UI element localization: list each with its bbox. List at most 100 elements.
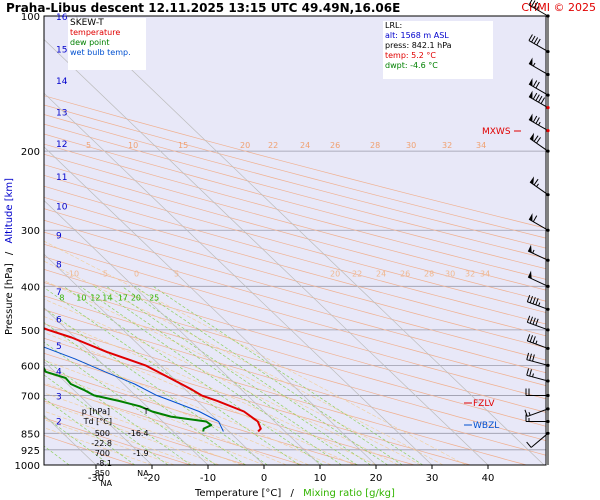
- x-axis-label-mixing-ratio: Mixing ratio [g/kg]: [303, 488, 395, 499]
- moist-adiabat-label: 28: [424, 269, 434, 278]
- x-tick-label: 40: [482, 473, 495, 484]
- table-cell: 700: [94, 449, 110, 458]
- x-axis-label-temperature: Temperature [°C]: [194, 488, 281, 499]
- wind-barb-half-flag: [536, 6, 539, 10]
- dry-adiabat-line: [44, 368, 359, 465]
- dry-adiabat-line: [44, 153, 546, 291]
- wind-barb-pennant: [529, 132, 534, 141]
- dry-adiabat-label: 15: [178, 141, 188, 150]
- wind-barb: [526, 352, 550, 367]
- mixing-ratio-line: [44, 287, 300, 465]
- wind-barb-staff: [527, 276, 549, 287]
- wind-barb-pennant: [528, 90, 533, 99]
- wind-barb-flag: [535, 298, 539, 306]
- wind-barb-half-flag: [538, 302, 541, 307]
- altitude-tick-label: 10: [56, 202, 68, 212]
- table-cell: -16.4: [127, 429, 149, 438]
- mixing-ratio-line: [44, 307, 268, 465]
- wind-barb: [528, 57, 550, 77]
- wind-barb-staff: [530, 432, 549, 448]
- mixing-ratio-label: 6: [38, 293, 43, 302]
- wind-barb-dot: [546, 307, 550, 311]
- wind-barb-flag: [528, 0, 533, 6]
- dry-adiabat-line: [44, 243, 546, 387]
- wind-barb-flag: [532, 115, 538, 123]
- isotherm-line: [44, 200, 321, 465]
- x-tick-label: 10: [314, 473, 327, 484]
- wind-barb-staff: [528, 63, 549, 75]
- pressure-tick-label: 1000: [15, 461, 40, 472]
- table-header-td: Td [°C]: [83, 417, 112, 426]
- moist-adiabat-line: [44, 346, 332, 465]
- wind-barb-flag: [533, 1, 539, 9]
- wind-barb-pennant: [528, 244, 532, 253]
- wind-barb-flag: [529, 296, 534, 303]
- wind-barb-pennant: [529, 176, 534, 185]
- wind-barb-staff: [527, 301, 549, 310]
- pressure-tick-label: 200: [21, 147, 40, 158]
- wind-barb-flag: [529, 369, 532, 377]
- wind-barb-flag: [531, 35, 536, 43]
- wind-barb-flag: [532, 297, 536, 304]
- wind-barb-half-flag: [535, 340, 538, 345]
- mixing-ratio-line: [152, 286, 424, 465]
- table-cell: -1.9: [132, 449, 149, 458]
- table-header-t: T: [143, 407, 149, 416]
- mixing-ratio-label: 10: [76, 293, 86, 302]
- dry-adiabat-line: [44, 123, 546, 259]
- wind-barb-pennant: [528, 270, 532, 279]
- dry-adiabat-line: [44, 269, 546, 413]
- wind-barb-dot: [546, 228, 550, 232]
- dry-adiabat-line: [44, 417, 191, 465]
- wind-barb-pennant: [528, 78, 533, 87]
- x-tick-label: 30: [426, 473, 439, 484]
- plot-background: [44, 16, 546, 465]
- wind-barb-half-flag: [532, 373, 534, 377]
- mixing-ratio-label: 17: [118, 293, 128, 302]
- legend-temperature: temperature: [70, 28, 121, 37]
- wind-barb-flag: [526, 334, 531, 342]
- dry-adiabat-line: [44, 231, 546, 374]
- x-tick-label: -30: [88, 473, 104, 484]
- wind-barb: [525, 414, 550, 424]
- altitude-tick-label: 15: [56, 45, 67, 55]
- wind-barb-flag: [535, 318, 539, 326]
- wind-barb: [528, 78, 550, 97]
- wind-barb-dot: [546, 106, 550, 110]
- altitude-tick-label: 7: [56, 288, 62, 298]
- wind-barb-flag: [536, 137, 541, 144]
- wind-barb: [528, 213, 550, 232]
- dry-adiabat-label: 20: [240, 141, 250, 150]
- wind-barb-dot: [546, 149, 550, 153]
- moist-adiabat-label: 5: [174, 269, 179, 278]
- wind-barb-flag: [535, 117, 540, 124]
- table-cell: -22.8: [91, 439, 112, 448]
- moist-adiabat-line: [44, 332, 354, 465]
- wind-barb-dot: [546, 419, 550, 424]
- moist-adiabat-line: [44, 240, 466, 465]
- y-axis-label-altitude: Altitude [km]: [4, 178, 15, 244]
- wind-barb: [528, 90, 550, 110]
- mixing-ratio-line: [44, 358, 192, 465]
- wind-barb-staff: [526, 374, 549, 382]
- wind-barb-staff: [529, 181, 549, 196]
- x-tick-label: -20: [144, 473, 160, 484]
- pressure-tick-label: 300: [21, 226, 40, 237]
- wind-barb-flag: [526, 352, 530, 360]
- x-tick-label: -10: [200, 473, 216, 484]
- mixing-ratio-label: 20: [131, 293, 141, 302]
- wind-barb: [528, 34, 550, 54]
- wind-barb-half-flag: [532, 249, 535, 254]
- dry-adiabat-line: [44, 295, 546, 441]
- mixing-ratio-line: [44, 321, 246, 465]
- table-cell: 500: [94, 429, 110, 438]
- wind-barb-staff: [528, 40, 549, 52]
- pressure-tick-label: 100: [21, 12, 40, 23]
- x-axis-label: Temperature [°C] / Mixing ratio [g/kg]: [194, 488, 395, 499]
- isotherm-line: [44, 361, 153, 465]
- dry-adiabat-line: [44, 282, 546, 427]
- dry-adiabat-line: [44, 143, 546, 280]
- moist-adiabat-line: [44, 371, 287, 465]
- dry-adiabat-label: 30: [406, 141, 416, 150]
- mixing-ratio-line: [121, 286, 388, 465]
